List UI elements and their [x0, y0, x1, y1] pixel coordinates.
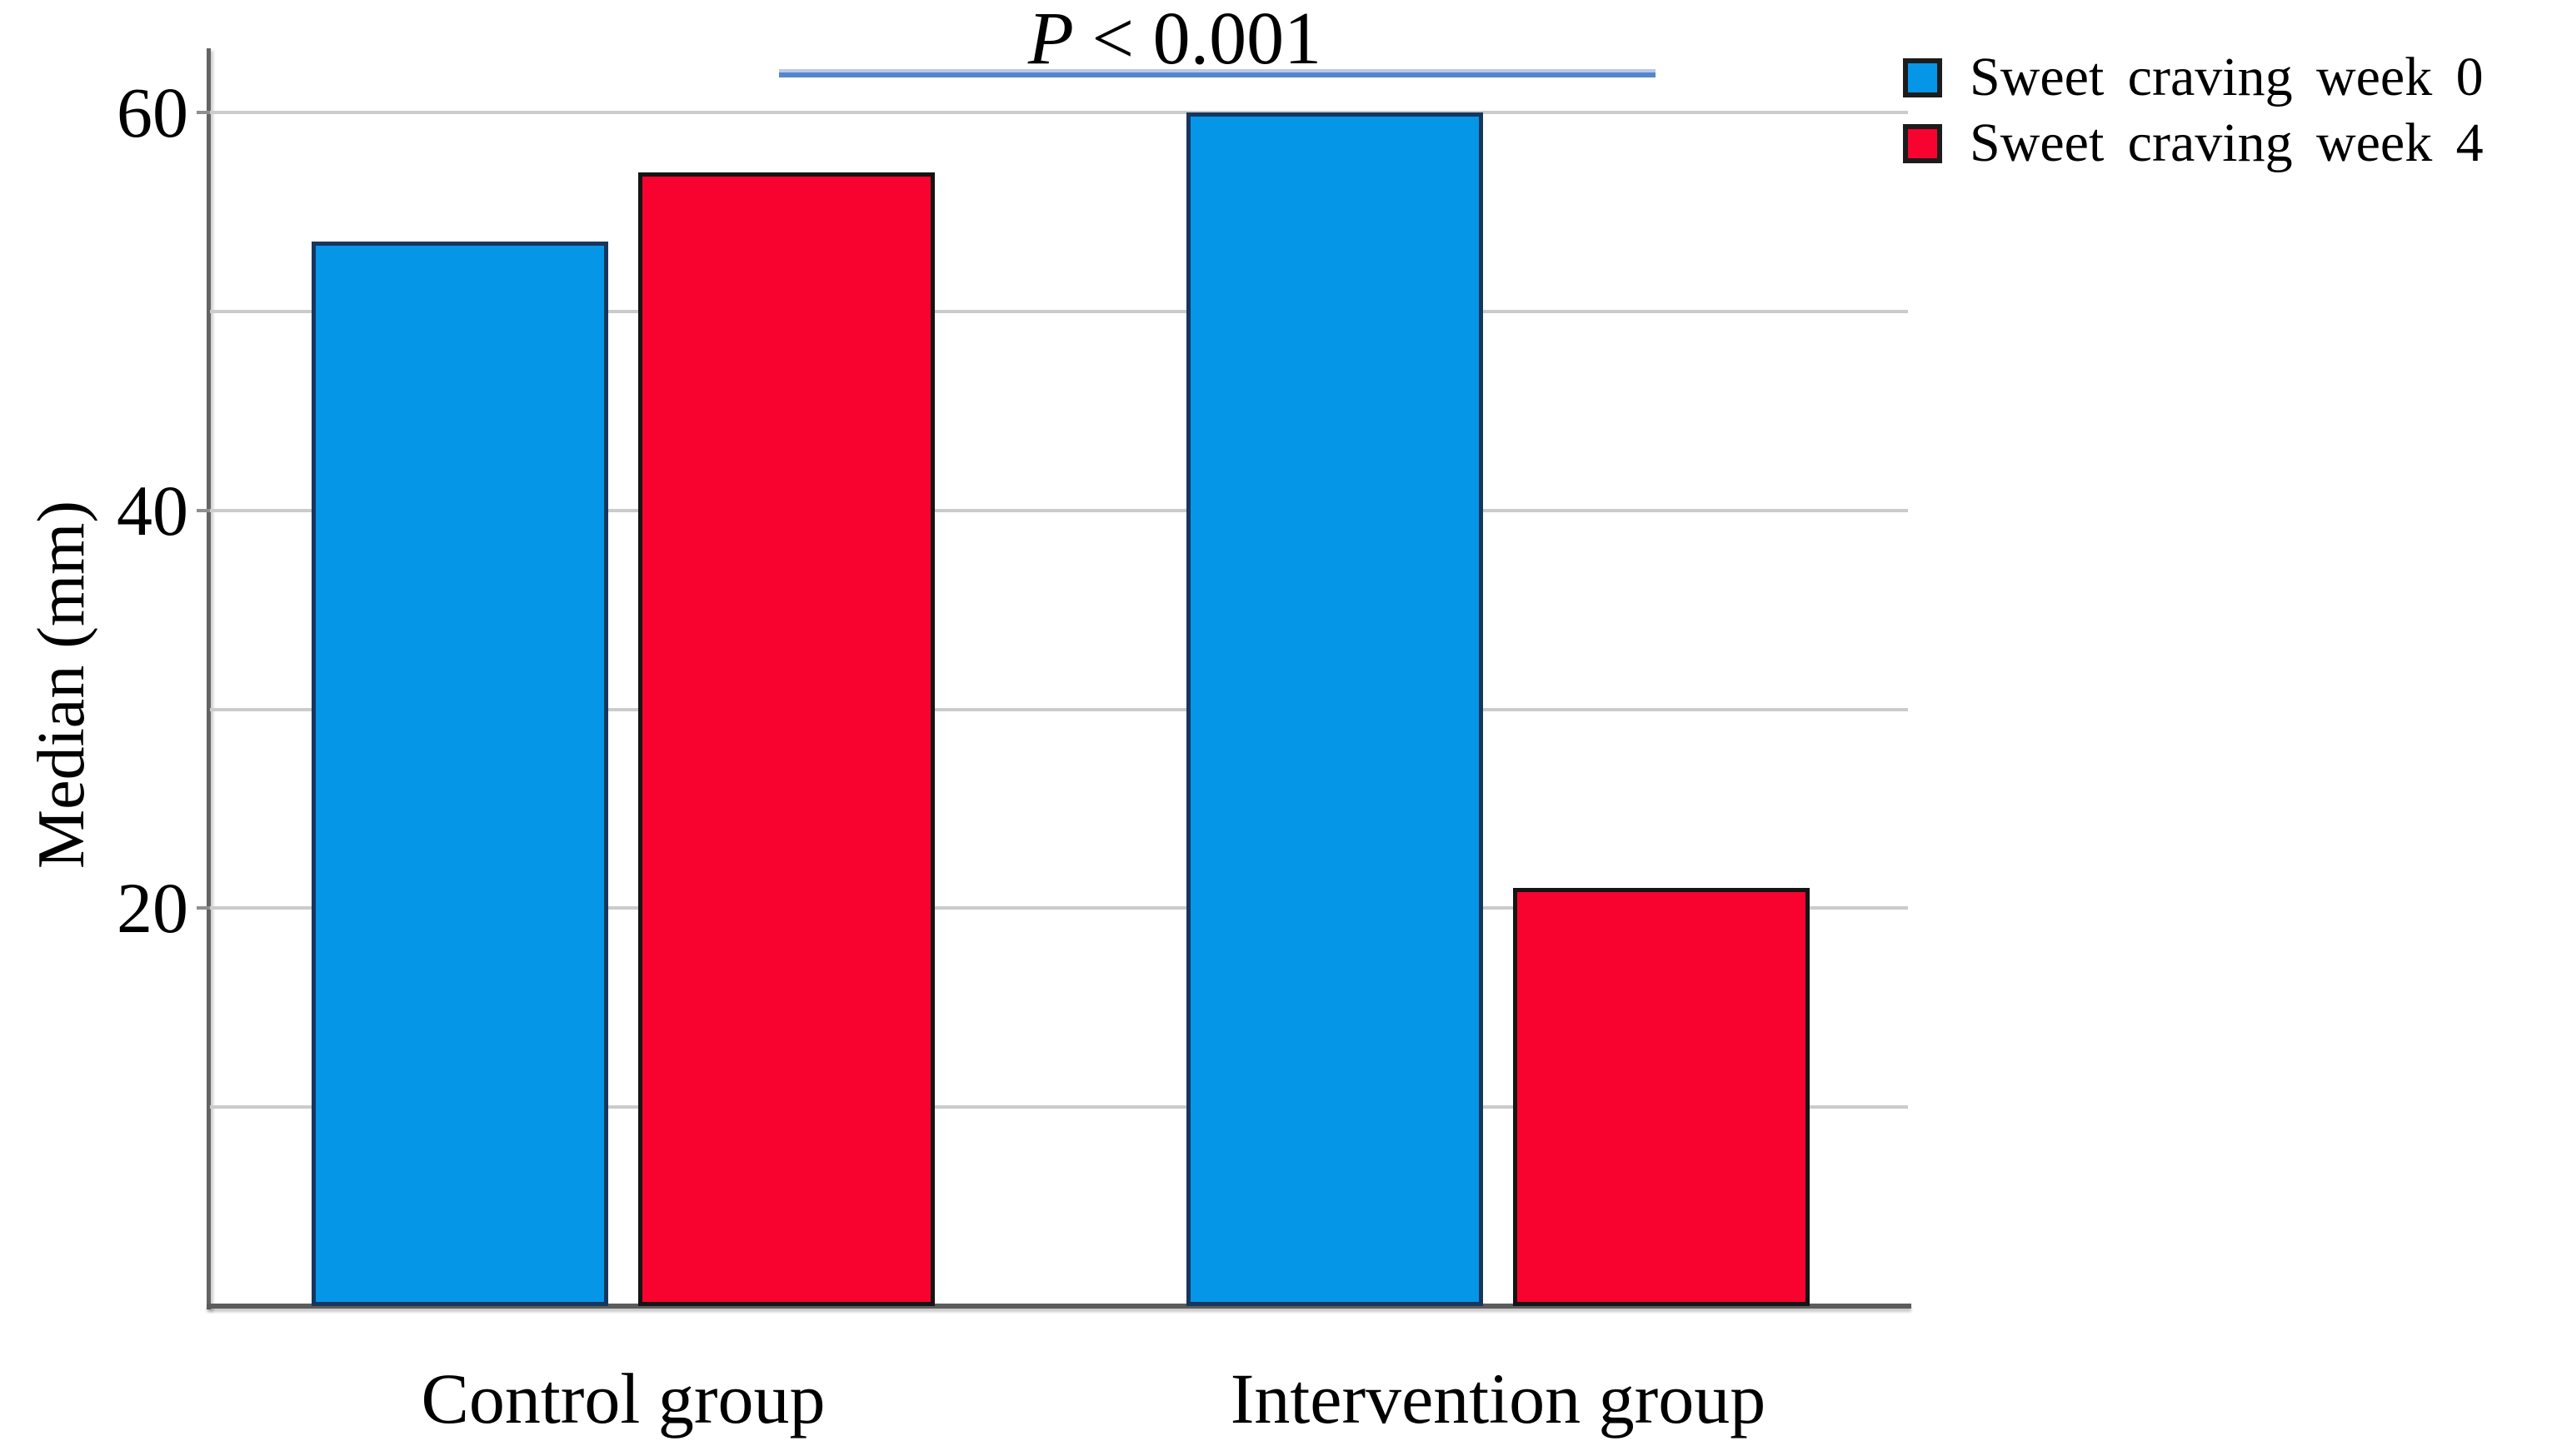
y-tick-label-20: 20 [117, 868, 188, 948]
significance-p-symbol: P [1027, 0, 1074, 80]
bar-control-group-series-1 [638, 172, 935, 1306]
y-axis-title: Median (mm) [25, 500, 98, 870]
y-tick-40 [197, 509, 210, 512]
y-tick-20 [197, 906, 210, 910]
significance-p-value: < 0.001 [1091, 0, 1322, 80]
legend-item-1: Sweet craving week 0 [1903, 50, 2484, 105]
y-tick-label-40: 40 [117, 471, 188, 551]
legend-label: Sweet craving week 0 [1970, 47, 2484, 107]
gridline-40 [210, 509, 1908, 512]
bar-intervention-group-series-0 [1186, 112, 1483, 1306]
significance-label: P < 0.001 [1028, 2, 1321, 77]
bar-intervention-group-series-1 [1513, 888, 1810, 1306]
gridline-30 [210, 708, 1908, 711]
gridline-10 [210, 1105, 1908, 1109]
legend-label: Sweet craving week 4 [1970, 112, 2484, 173]
legend-item-2: Sweet craving week 4 [1903, 116, 2484, 171]
legend-swatch-icon [1903, 123, 1942, 163]
y-tick-label-60: 60 [117, 72, 188, 152]
x-axis-line [207, 1304, 1911, 1309]
gridline-60 [210, 111, 1908, 114]
legend: Sweet craving week 0 Sweet craving week 4 [1903, 50, 2484, 171]
x-category-label-1: Control group [421, 1359, 826, 1439]
y-tick-60 [197, 111, 210, 114]
y-axis-line [207, 48, 211, 1309]
bar-control-group-series-0 [312, 242, 608, 1306]
gridline-20 [210, 906, 1908, 910]
significance-line [779, 69, 1656, 77]
gridline-50 [210, 310, 1908, 313]
legend-swatch-icon [1903, 57, 1942, 97]
x-category-label-2: Intervention group [1230, 1359, 1766, 1439]
